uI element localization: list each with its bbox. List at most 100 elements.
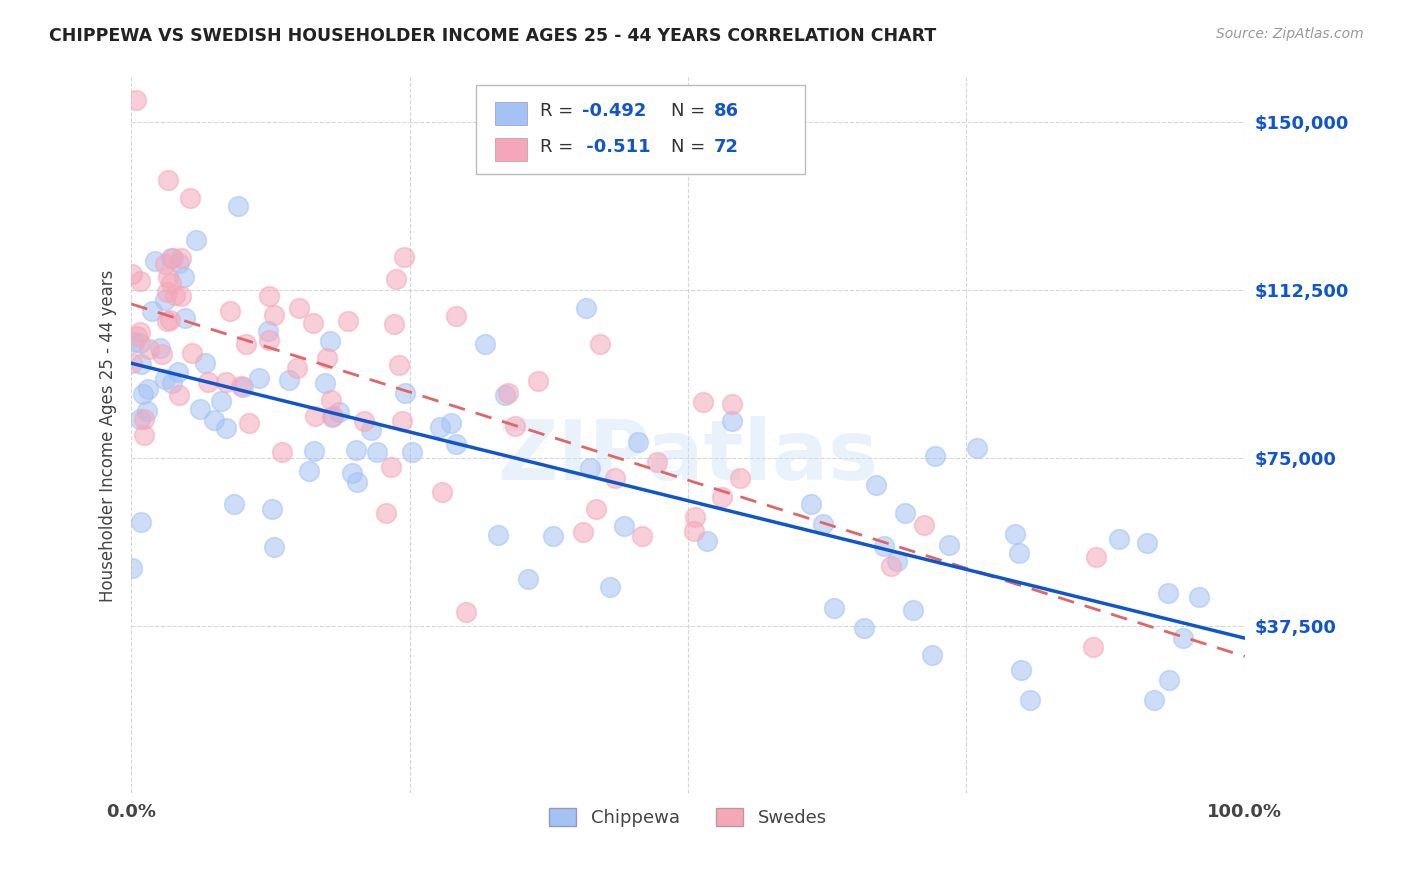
- Point: [304, 409, 326, 423]
- Point: [392, 250, 415, 264]
- Point: [271, 445, 294, 459]
- Point: [886, 554, 908, 568]
- Point: [873, 539, 896, 553]
- Text: R =: R =: [540, 103, 579, 120]
- Point: [238, 416, 260, 430]
- Point: [156, 314, 179, 328]
- Point: [231, 380, 253, 394]
- Point: [517, 572, 540, 586]
- Text: -0.511: -0.511: [581, 138, 651, 156]
- Point: [720, 397, 742, 411]
- Point: [1010, 663, 1032, 677]
- Point: [823, 600, 845, 615]
- FancyBboxPatch shape: [477, 85, 804, 174]
- Point: [153, 257, 176, 271]
- Point: [394, 386, 416, 401]
- Point: [880, 558, 903, 573]
- Point: [138, 343, 160, 357]
- Point: [319, 393, 342, 408]
- Text: N =: N =: [671, 103, 711, 120]
- Point: [730, 471, 752, 485]
- Point: [121, 561, 143, 575]
- Text: CHIPPEWA VS SWEDISH HOUSEHOLDER INCOME AGES 25 - 44 YEARS CORRELATION CHART: CHIPPEWA VS SWEDISH HOUSEHOLDER INCOME A…: [49, 27, 936, 45]
- Text: N =: N =: [671, 138, 711, 156]
- Point: [380, 459, 402, 474]
- Point: [121, 267, 143, 281]
- Point: [174, 311, 197, 326]
- Point: [263, 308, 285, 322]
- Text: 86: 86: [714, 103, 738, 120]
- Point: [938, 538, 960, 552]
- Point: [277, 373, 299, 387]
- Point: [136, 404, 159, 418]
- Point: [163, 287, 186, 301]
- Point: [159, 313, 181, 327]
- Point: [631, 529, 654, 543]
- Point: [446, 309, 468, 323]
- Point: [456, 605, 478, 619]
- Point: [696, 533, 718, 548]
- Point: [328, 405, 350, 419]
- Point: [366, 444, 388, 458]
- Point: [579, 460, 602, 475]
- Point: [340, 466, 363, 480]
- Point: [527, 374, 550, 388]
- Point: [259, 289, 281, 303]
- Point: [1171, 631, 1194, 645]
- Point: [589, 337, 612, 351]
- Point: [302, 444, 325, 458]
- Point: [575, 301, 598, 315]
- Point: [219, 303, 242, 318]
- Point: [440, 416, 463, 430]
- Point: [263, 541, 285, 555]
- Point: [494, 388, 516, 402]
- Point: [150, 346, 173, 360]
- Point: [603, 471, 626, 485]
- Point: [188, 402, 211, 417]
- Point: [1157, 585, 1180, 599]
- Point: [720, 414, 742, 428]
- Point: [541, 529, 564, 543]
- Point: [474, 337, 496, 351]
- Point: [1157, 673, 1180, 687]
- Legend: Chippewa, Swedes: Chippewa, Swedes: [543, 801, 834, 834]
- Point: [166, 366, 188, 380]
- Point: [149, 341, 172, 355]
- FancyBboxPatch shape: [495, 103, 526, 125]
- Point: [153, 372, 176, 386]
- Point: [585, 502, 607, 516]
- Point: [197, 375, 219, 389]
- Point: [231, 379, 253, 393]
- Point: [302, 316, 325, 330]
- Point: [156, 285, 179, 300]
- Text: 72: 72: [714, 138, 738, 156]
- Point: [160, 276, 183, 290]
- Point: [235, 337, 257, 351]
- Point: [215, 421, 238, 435]
- Point: [901, 603, 924, 617]
- Point: [215, 376, 238, 390]
- Point: [260, 501, 283, 516]
- Point: [1136, 536, 1159, 550]
- Point: [132, 386, 155, 401]
- Point: [852, 621, 875, 635]
- Point: [131, 357, 153, 371]
- Point: [167, 388, 190, 402]
- Point: [169, 255, 191, 269]
- Point: [321, 410, 343, 425]
- Point: [159, 252, 181, 266]
- Point: [156, 173, 179, 187]
- Point: [374, 506, 396, 520]
- Point: [444, 436, 467, 450]
- Point: [912, 518, 935, 533]
- Point: [319, 334, 342, 348]
- Point: [353, 415, 375, 429]
- Point: [157, 270, 180, 285]
- Point: [129, 412, 152, 426]
- Point: [125, 329, 148, 343]
- Point: [143, 254, 166, 268]
- Point: [692, 395, 714, 409]
- Point: [153, 293, 176, 307]
- Point: [429, 420, 451, 434]
- Point: [924, 450, 946, 464]
